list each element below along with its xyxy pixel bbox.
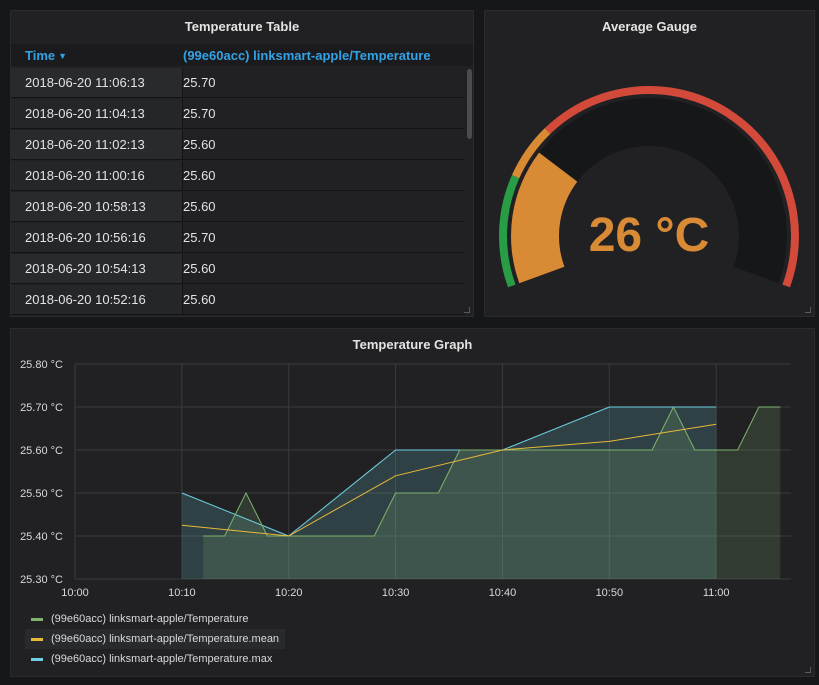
panel-title[interactable]: Temperature Graph [352, 337, 473, 352]
value-cell: 25.70 [183, 106, 216, 121]
legend-label: (99e60acc) linksmart-apple/Temperature [51, 613, 249, 625]
scrollbar-thumb[interactable] [467, 69, 472, 139]
time-cell: 2018-06-20 11:02:13 [11, 130, 183, 159]
table-header: Time ▼ (99e60acc) linksmart-apple/Tempera… [11, 44, 473, 66]
time-column-header[interactable]: Time ▼ [25, 48, 68, 63]
sort-desc-icon: ▼ [58, 51, 68, 61]
series-line [203, 405, 781, 537]
table-row: 2018-06-20 11:06:13 25.70 [11, 68, 465, 98]
x-tick-label: 10:00 [61, 587, 89, 599]
legend-item[interactable]: (99e60acc) linksmart-apple/Temperature.m… [25, 629, 286, 649]
gauge-threshold-band [511, 128, 551, 179]
x-tick-label: 10:20 [275, 587, 303, 599]
panel-title[interactable]: Temperature Table [184, 19, 300, 34]
time-cell: 2018-06-20 11:04:13 [11, 99, 183, 128]
panel-title[interactable]: Average Gauge [602, 19, 697, 34]
x-axis-ticks: 10:00 10:10 10:20 10:30 10:40 10:50 11:00 [61, 587, 729, 599]
series-line [181, 423, 717, 537]
resize-handle[interactable] [464, 307, 470, 313]
x-tick-label: 11:00 [703, 587, 730, 599]
x-tick-label: 10:50 [596, 587, 624, 599]
value-cell: 25.60 [183, 261, 216, 276]
chart-lines [181, 405, 781, 537]
time-cell: 2018-06-20 10:54:13 [11, 254, 183, 283]
temperature-chart[interactable]: 25.30 °C 25.40 °C 25.50 °C 25.60 °C 25.70 °C… [11, 349, 814, 619]
gauge-threshold-bands [499, 86, 799, 288]
time-cell: 2018-06-20 11:06:13 [11, 68, 183, 97]
gauge-value-fill [511, 152, 578, 284]
gauge: 26 °C [499, 86, 799, 288]
chart-legend: (99e60acc) linksmart-apple/Temperature (9… [25, 609, 286, 669]
table-row: 2018-06-20 11:04:13 25.70 [11, 99, 465, 129]
value-cell: 25.70 [183, 230, 216, 245]
series-line [181, 406, 717, 537]
series-column-header[interactable]: (99e60acc) linksmart-apple/Temperature [183, 48, 431, 63]
average-gauge-panel: Average Gauge 26 °C [484, 10, 815, 317]
resize-handle[interactable] [805, 667, 811, 673]
legend-label: (99e60acc) linksmart-apple/Temperature.m… [51, 633, 280, 645]
x-tick-label: 10:40 [489, 587, 517, 599]
table-row: 2018-06-20 10:54:13 25.60 [11, 254, 465, 284]
legend-item[interactable]: (99e60acc) linksmart-apple/Temperature [25, 609, 285, 629]
time-cell: 2018-06-20 11:00:16 [11, 161, 183, 190]
value-cell: 25.60 [183, 292, 216, 307]
table-row: 2018-06-20 10:58:13 25.60 [11, 192, 465, 222]
temperature-table-panel: Temperature Table Time ▼ (99e60acc) links… [10, 10, 474, 317]
temperature-graph-panel: Temperature Graph 25.30 °C 25.40 °C 25.50 … [10, 328, 815, 677]
y-tick-label: 25.80 °C [20, 359, 63, 371]
x-tick-label: 10:30 [382, 587, 410, 599]
value-cell: 25.70 [183, 75, 216, 90]
time-cell: 2018-06-20 10:52:16 [11, 285, 183, 314]
table-row: 2018-06-20 10:52:16 25.60 [11, 285, 465, 315]
table-row: 2018-06-20 11:02:13 25.60 [11, 130, 465, 160]
legend-line-icon [31, 637, 43, 641]
value-cell: 25.60 [183, 168, 216, 183]
legend-item[interactable]: (99e60acc) linksmart-apple/Temperature.m… [25, 649, 285, 669]
y-tick-label: 25.60 °C [20, 445, 63, 457]
legend-line-icon [31, 657, 43, 661]
gauge-value-text: 26 °C [589, 209, 710, 262]
time-cell: 2018-06-20 10:58:13 [11, 192, 183, 221]
table-row: 2018-06-20 10:56:16 25.70 [11, 223, 465, 253]
y-tick-label: 25.30 °C [20, 574, 63, 586]
y-tick-label: 25.40 °C [20, 531, 63, 543]
value-cell: 25.60 [183, 199, 216, 214]
resize-handle[interactable] [805, 307, 811, 313]
table-row: 2018-06-20 11:00:16 25.60 [11, 161, 465, 191]
value-cell: 25.60 [183, 137, 216, 152]
y-tick-label: 25.50 °C [20, 488, 63, 500]
x-tick-label: 10:10 [168, 587, 196, 599]
time-cell: 2018-06-20 10:56:16 [11, 223, 183, 252]
y-tick-label: 25.70 °C [20, 402, 63, 414]
legend-label: (99e60acc) linksmart-apple/Temperature.m… [51, 653, 273, 665]
gauge-track [511, 98, 787, 284]
legend-line-icon [31, 617, 43, 621]
gauge-threshold-band [499, 174, 520, 288]
y-axis-ticks: 25.30 °C 25.40 °C 25.50 °C 25.60 °C 25.70 °C… [20, 359, 63, 586]
